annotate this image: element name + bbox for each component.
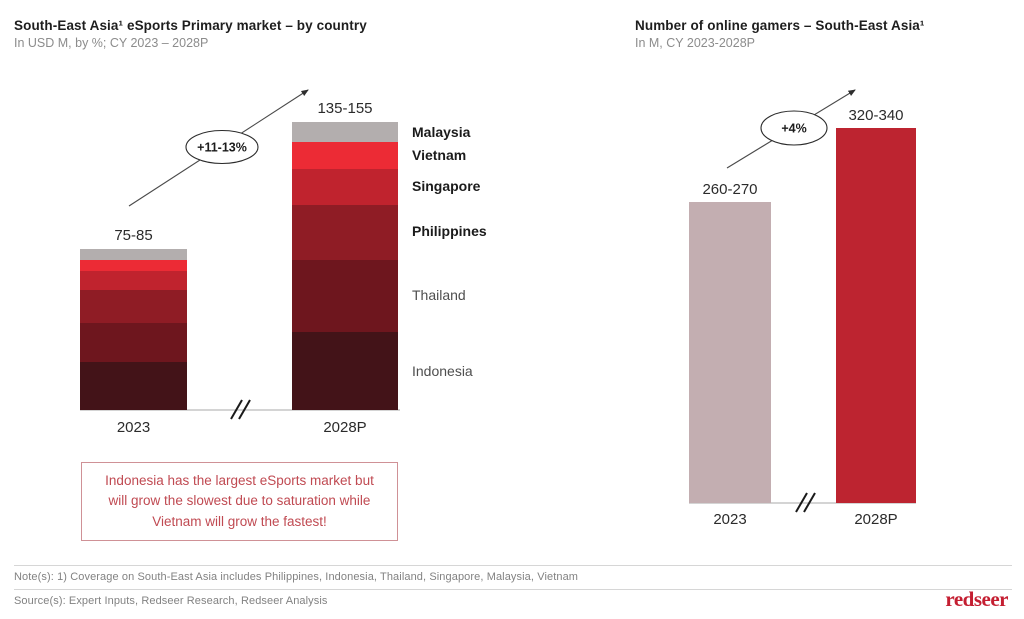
- redseer-logo: redseer: [945, 587, 1008, 611]
- left-bar-2023: [80, 249, 187, 410]
- stack-segment-philippines: [292, 204, 398, 260]
- stack-segment-malaysia: [292, 122, 398, 142]
- footer-divider-top: [14, 565, 1012, 566]
- right-growth-label: +4%: [781, 122, 806, 136]
- footer-divider-bottom: [14, 589, 1012, 590]
- right-bar-2023-value: 260-270: [702, 181, 758, 198]
- legend-label-singapore: Singapore: [412, 178, 481, 194]
- stack-segment-thailand: [80, 323, 187, 362]
- stack-segment-philippines: [80, 290, 187, 324]
- left-chart-header: South-East Asia¹ eSports Primary market …: [14, 18, 367, 50]
- legend-label-thailand: Thailand: [412, 287, 466, 303]
- left-bar-2028-value: 135-155: [317, 100, 373, 117]
- left-bar-2023-value: 75-85: [114, 227, 153, 244]
- left-growth-ellipse: [185, 129, 259, 165]
- left-bar-2028-category: 2028P: [323, 419, 367, 436]
- left-chart-title: South-East Asia¹ eSports Primary market …: [14, 18, 367, 33]
- left-growth-arrow: [128, 89, 309, 207]
- right-growth-ellipse: [760, 110, 828, 146]
- right-bar-2028: [836, 128, 916, 503]
- left-bar-2023-category: 2023: [116, 419, 151, 436]
- callout-box: Indonesia has the largest eSports market…: [81, 462, 398, 541]
- right-bar-2023-category: 2023: [713, 511, 747, 528]
- stack-segment-indonesia: [292, 331, 398, 410]
- stack-segment-vietnam: [292, 141, 398, 169]
- right-chart-title: Number of online gamers – South-East Asi…: [635, 18, 925, 33]
- right-axis-break-icon: [795, 492, 808, 513]
- stack-segment-vietnam: [80, 260, 187, 272]
- stack-segment-thailand: [292, 259, 398, 332]
- stack-segment-singapore: [292, 168, 398, 205]
- legend-label-philippines: Philippines: [412, 223, 487, 239]
- stack-segment-singapore: [80, 271, 187, 291]
- left-growth-label: +11-13%: [197, 141, 247, 155]
- left-chart-subtitle: In USD M, by %; CY 2023 – 2028P: [14, 36, 209, 50]
- footer-source: Source(s): Expert Inputs, Redseer Resear…: [14, 595, 328, 607]
- legend-label-malaysia: Malaysia: [412, 124, 471, 140]
- stack-segment-indonesia: [80, 361, 187, 410]
- right-bar-2023: [689, 202, 771, 503]
- right-bar-2028-category: 2028P: [854, 511, 898, 528]
- right-chart-subtitle: In M, CY 2023-2028P: [635, 36, 755, 50]
- right-chart-header: Number of online gamers – South-East Asi…: [635, 18, 925, 50]
- left-axis-break-icon: [230, 399, 243, 420]
- stack-segment-malaysia: [80, 249, 187, 261]
- right-bar-2028-value: 320-340: [848, 107, 904, 124]
- legend-label-indonesia: Indonesia: [412, 363, 473, 379]
- footer-note: Note(s): 1) Coverage on South-East Asia …: [14, 571, 579, 583]
- legend-label-vietnam: Vietnam: [412, 147, 467, 163]
- left-bar-2028: [292, 122, 398, 410]
